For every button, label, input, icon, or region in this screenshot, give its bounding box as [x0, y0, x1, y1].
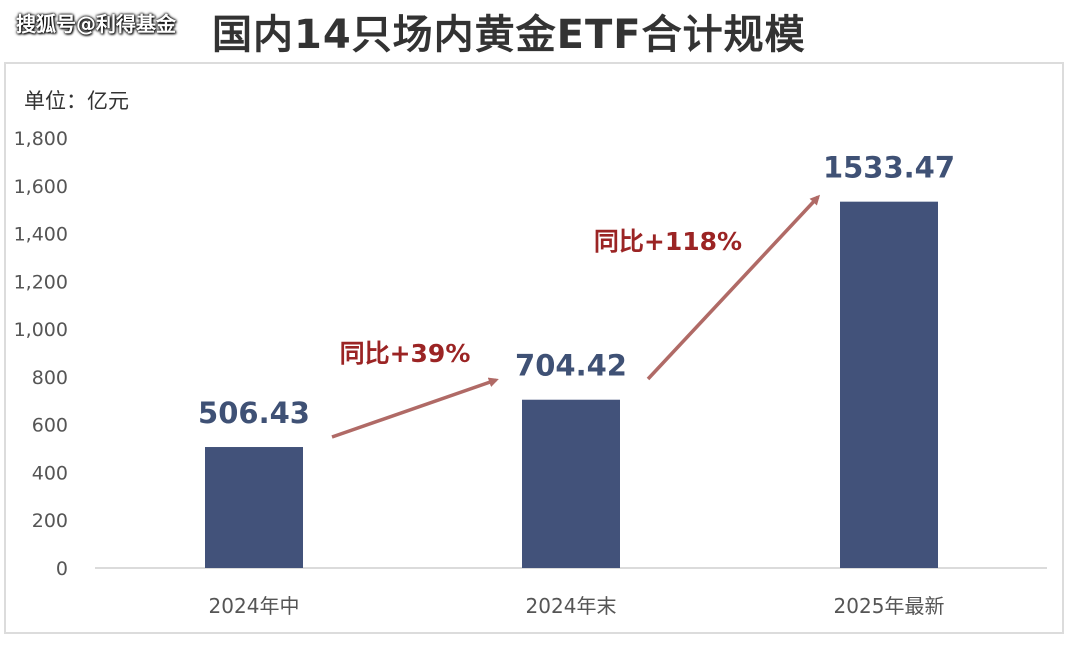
growth-annotation: 同比+118% — [594, 227, 742, 256]
y-tick-label: 1,800 — [14, 128, 68, 150]
y-tick-label: 1,000 — [14, 319, 68, 341]
y-tick-label: 600 — [32, 415, 68, 437]
y-tick-label: 200 — [32, 510, 68, 532]
unit-label: 单位：亿元 — [24, 89, 129, 113]
y-tick-label: 1,400 — [14, 224, 68, 246]
growth-arrow — [331, 377, 499, 439]
y-tick-label: 400 — [32, 462, 68, 484]
x-tick-label: 2024年中 — [209, 594, 300, 618]
bar — [522, 399, 620, 568]
watermark: 搜狐号@利得基金 — [16, 12, 176, 36]
bar — [205, 447, 303, 568]
y-tick-label: 800 — [32, 367, 68, 389]
y-tick-label: 0 — [56, 558, 68, 580]
bar-value-label: 704.42 — [515, 349, 627, 383]
x-tick-label: 2024年末 — [526, 594, 617, 618]
growth-annotation: 同比+39% — [340, 339, 471, 368]
bar-value-label: 1533.47 — [823, 151, 955, 185]
y-tick-label: 1,200 — [14, 271, 68, 293]
x-tick-label: 2025年最新 — [834, 594, 945, 618]
growth-arrow — [646, 194, 821, 381]
chart-title: 国内14只场内黄金ETF合计规模 — [212, 12, 806, 58]
bar-value-label: 506.43 — [198, 396, 310, 430]
bar — [840, 201, 938, 568]
y-tick-label: 1,600 — [14, 176, 68, 198]
